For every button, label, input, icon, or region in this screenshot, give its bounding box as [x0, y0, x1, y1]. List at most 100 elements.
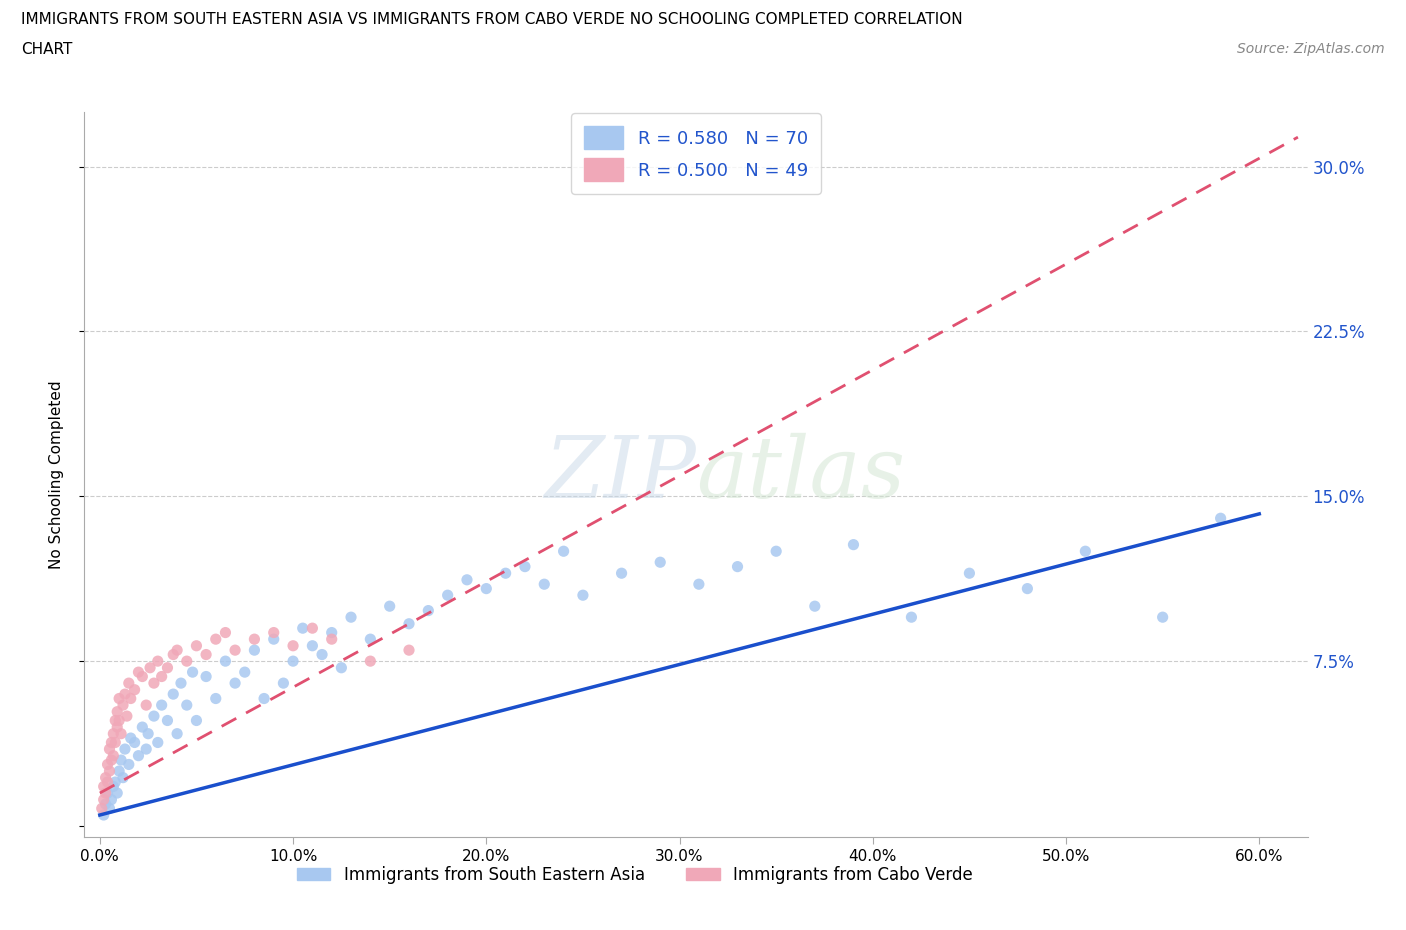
Point [124, 683, 146, 698]
Point [118, 757, 141, 772]
Point [900, 610, 922, 625]
Point [118, 676, 141, 691]
Point [321, 625, 343, 640]
Point [142, 676, 165, 691]
Point [418, 604, 440, 618]
Point [162, 647, 184, 662]
Point [108, 764, 131, 778]
Point [176, 654, 198, 669]
Point [321, 631, 343, 646]
Point [100, 752, 122, 767]
Point [359, 631, 381, 646]
Point [553, 544, 575, 559]
Point [110, 752, 132, 767]
Point [214, 654, 236, 669]
Point [96, 786, 118, 801]
Point [495, 565, 517, 580]
Point [233, 665, 256, 680]
Point [135, 698, 157, 712]
Point [96, 757, 118, 772]
Point [475, 581, 498, 596]
Point [127, 665, 149, 680]
Point [181, 665, 204, 680]
Point [957, 565, 980, 580]
Point [398, 617, 420, 631]
Point [103, 726, 125, 741]
Point [156, 713, 179, 728]
Point [436, 588, 458, 603]
Point [139, 660, 162, 675]
Point [243, 631, 266, 646]
Point [378, 599, 401, 614]
Point [456, 572, 478, 587]
Point [195, 647, 218, 662]
Point [170, 676, 193, 691]
Point [90, 801, 112, 816]
Point [204, 631, 226, 646]
Point [120, 731, 142, 746]
Point [533, 577, 555, 591]
Point [214, 625, 236, 640]
Point [110, 726, 132, 741]
Point [98, 764, 121, 778]
Point [142, 709, 165, 724]
Point [804, 599, 827, 614]
Point [688, 577, 710, 591]
Point [842, 538, 865, 552]
Point [1017, 581, 1039, 596]
Point [166, 726, 188, 741]
Point [104, 713, 127, 728]
Point [96, 775, 118, 790]
Point [103, 779, 125, 794]
Point [105, 720, 128, 735]
Point [93, 792, 115, 807]
Point [100, 735, 122, 750]
Point [94, 797, 117, 812]
Point [765, 544, 787, 559]
Point [263, 631, 285, 646]
Point [572, 588, 595, 603]
Text: Source: ZipAtlas.com: Source: ZipAtlas.com [1237, 42, 1385, 56]
Point [111, 770, 134, 785]
Point [301, 638, 323, 653]
Point [243, 643, 266, 658]
Point [1209, 511, 1232, 525]
Point [1074, 544, 1097, 559]
Point [111, 698, 134, 712]
Point [204, 691, 226, 706]
Point [162, 686, 184, 701]
Point [104, 735, 127, 750]
Point [131, 720, 153, 735]
Point [94, 786, 117, 801]
Point [108, 713, 131, 728]
Point [273, 676, 295, 691]
Point [176, 698, 198, 712]
Point [114, 686, 136, 701]
Point [398, 643, 420, 658]
Point [103, 749, 125, 764]
Point [224, 643, 246, 658]
Point [186, 638, 208, 653]
Point [135, 741, 157, 756]
Point [1152, 610, 1174, 625]
Point [291, 620, 314, 635]
Point [186, 713, 208, 728]
Point [340, 610, 363, 625]
Point [136, 726, 159, 741]
Point [93, 807, 115, 822]
Point [94, 770, 117, 785]
Point [281, 638, 304, 653]
Point [610, 565, 633, 580]
Point [127, 749, 149, 764]
Point [105, 786, 128, 801]
Point [727, 559, 749, 574]
Point [150, 669, 173, 684]
Point [311, 647, 333, 662]
Point [513, 559, 536, 574]
Text: IMMIGRANTS FROM SOUTH EASTERN ASIA VS IMMIGRANTS FROM CABO VERDE NO SCHOOLING CO: IMMIGRANTS FROM SOUTH EASTERN ASIA VS IM… [21, 12, 963, 27]
Point [131, 669, 153, 684]
Point [166, 643, 188, 658]
Point [330, 660, 353, 675]
Legend: Immigrants from South Eastern Asia, Immigrants from Cabo Verde: Immigrants from South Eastern Asia, Immi… [290, 859, 980, 890]
Point [195, 669, 218, 684]
